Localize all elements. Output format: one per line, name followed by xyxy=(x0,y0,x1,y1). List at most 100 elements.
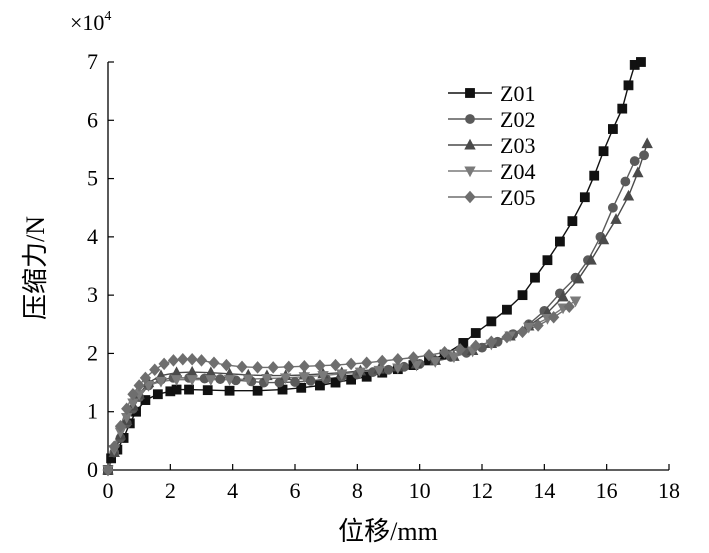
data-point-z05 xyxy=(298,360,310,373)
data-point-z04 xyxy=(186,375,198,386)
data-point-z02 xyxy=(620,176,631,187)
data-point-z03 xyxy=(572,272,585,284)
data-point-z05 xyxy=(516,325,529,339)
legend-marker-z01 xyxy=(465,88,475,98)
data-point-z01 xyxy=(202,385,213,396)
data-point-z05 xyxy=(139,371,152,385)
data-point-z05 xyxy=(127,387,139,401)
data-point-z01 xyxy=(502,304,512,315)
data-point-z04 xyxy=(317,371,329,382)
data-point-z04 xyxy=(336,369,348,381)
legend-label-z02: Z02 xyxy=(500,107,535,132)
y-tick-label: 6 xyxy=(87,107,98,132)
data-point-z01 xyxy=(470,328,481,338)
data-point-z05 xyxy=(392,353,404,366)
x-tick-label: 14 xyxy=(533,478,555,503)
data-point-z05 xyxy=(121,402,133,416)
data-point-z05 xyxy=(208,356,220,370)
legend-label-z01: Z01 xyxy=(500,81,535,106)
data-point-z02 xyxy=(629,156,640,166)
x-axis-title: 位移/mm xyxy=(338,517,438,546)
data-point-z05 xyxy=(345,357,357,371)
data-point-z01 xyxy=(567,216,578,227)
data-point-z05 xyxy=(236,360,248,374)
data-point-z04 xyxy=(410,360,423,372)
data-point-z05 xyxy=(133,379,145,392)
y-axis-title: 压缩力/N xyxy=(21,216,50,320)
data-point-z03 xyxy=(557,290,569,302)
data-point-z04 xyxy=(523,322,535,334)
data-point-z05 xyxy=(108,440,120,453)
data-point-z02 xyxy=(608,202,618,213)
data-point-z02 xyxy=(215,374,226,384)
data-point-z05 xyxy=(532,319,544,332)
data-point-z05 xyxy=(329,358,342,372)
data-point-z01 xyxy=(589,170,600,181)
data-point-z01 xyxy=(296,382,307,393)
data-point-z03 xyxy=(641,137,653,149)
data-point-z02 xyxy=(383,364,394,375)
series-lines xyxy=(107,61,648,471)
data-point-z01 xyxy=(184,384,194,395)
data-point-z01 xyxy=(530,272,540,283)
data-point-z01 xyxy=(579,192,590,203)
data-point-z01 xyxy=(598,146,609,157)
data-point-z05 xyxy=(186,353,198,366)
legend-marker-z04 xyxy=(464,166,476,178)
data-point-z04 xyxy=(279,373,292,385)
series-line-z01 xyxy=(107,61,642,471)
data-point-z05 xyxy=(407,351,420,364)
data-point-z04 xyxy=(223,375,236,386)
y-tick-label: 0 xyxy=(87,457,98,482)
data-point-z05 xyxy=(283,360,295,374)
x-tick-label: 8 xyxy=(352,478,363,503)
data-point-z05 xyxy=(220,358,233,372)
axes xyxy=(107,61,670,471)
data-point-z05 xyxy=(563,300,575,314)
data-point-z01 xyxy=(636,57,646,67)
data-point-z04 xyxy=(373,365,385,377)
data-point-z05 xyxy=(177,353,189,366)
y-multiplier-exponent: 4 xyxy=(104,9,111,24)
x-tick-label: 4 xyxy=(227,478,238,503)
data-point-z04 xyxy=(142,380,155,392)
y-tick-label: 1 xyxy=(87,399,98,424)
x-tick-label: 0 xyxy=(103,478,114,503)
data-point-z01 xyxy=(517,290,528,301)
data-point-z01 xyxy=(555,236,565,247)
data-point-z05 xyxy=(485,335,497,349)
y-tick-label: 3 xyxy=(87,282,98,307)
data-point-z05 xyxy=(548,311,560,324)
series-markers xyxy=(102,57,653,477)
data-point-z01 xyxy=(171,384,182,395)
data-point-z02 xyxy=(290,377,300,387)
legend-label-z03: Z03 xyxy=(500,133,535,158)
data-point-z05 xyxy=(195,354,208,367)
data-point-z05 xyxy=(470,339,482,353)
x-tick-label: 12 xyxy=(471,478,493,503)
y-multiplier-base: ×10 xyxy=(70,10,104,35)
data-point-z04 xyxy=(298,372,311,383)
legend-marker-z03 xyxy=(464,138,476,150)
data-point-z01 xyxy=(617,103,628,114)
data-point-z05 xyxy=(149,363,161,376)
data-point-z05 xyxy=(114,420,127,433)
data-point-z04 xyxy=(155,376,167,388)
data-point-z01 xyxy=(623,80,634,91)
data-point-z05 xyxy=(167,354,180,367)
y-tick-label: 7 xyxy=(87,49,98,74)
y-tick-label: 4 xyxy=(87,224,98,249)
data-point-z04 xyxy=(205,375,217,386)
data-point-z01 xyxy=(330,377,341,388)
x-tick-label: 10 xyxy=(409,478,431,503)
data-point-z05 xyxy=(423,348,435,362)
data-point-z04 xyxy=(261,373,273,385)
data-point-z01 xyxy=(361,371,372,382)
y-tick-label: 2 xyxy=(87,340,98,365)
legend-label-z05: Z05 xyxy=(500,185,535,210)
data-point-z05 xyxy=(314,359,326,372)
data-point-z01 xyxy=(152,389,163,400)
x-tick-label: 16 xyxy=(596,478,618,503)
